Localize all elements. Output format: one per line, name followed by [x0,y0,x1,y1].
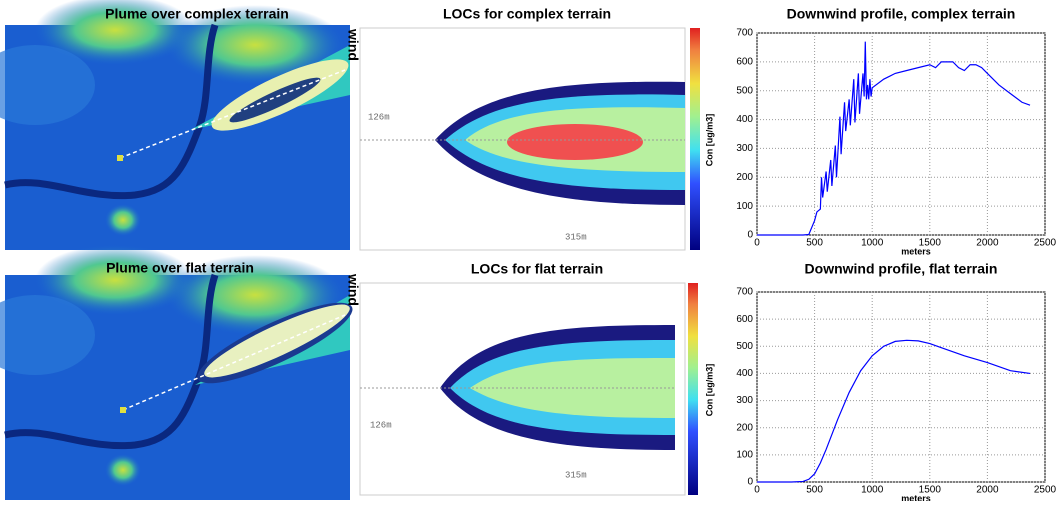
y-tick-label: 600 [736,314,753,325]
chart-title: Downwind profile, complex terrain [787,6,1016,22]
y-tick-label: 400 [736,368,753,379]
loc-plot [359,282,698,496]
annotation: 315m [565,470,587,480]
x-tick-label: 2500 [1034,485,1057,496]
x-tick-label: 2000 [976,485,999,496]
x-tick-label: 1500 [919,485,942,496]
panel-title: LOCs for flat terrain [471,261,603,277]
y-tick-label: 100 [736,449,753,460]
y-tick-label: 400 [736,114,753,125]
data-line [757,339,1031,483]
terrain-map [0,0,356,250]
y-tick-label: 300 [736,143,753,154]
data-line [757,41,1031,236]
annotation: 315m [565,232,587,242]
chart-title: Downwind profile, flat terrain [805,261,998,277]
y-tick-label: 200 [736,422,753,433]
y-tick-label: 500 [736,85,753,96]
wind-label: wind [345,273,361,306]
colorbar-label: Con [ug/m3] [704,364,714,417]
x-tick-label: 1000 [861,238,884,249]
loc-plot [359,27,700,251]
x-tick-label: 500 [806,485,823,496]
y-tick-label: 700 [736,287,753,298]
plot-area [756,291,1046,483]
annotation: 126m [370,420,392,430]
y-tick-label: 0 [747,230,753,241]
panel-title: Plume over complex terrain [105,6,289,22]
x-axis-label: meters [901,246,931,256]
x-tick-label: 500 [806,238,823,249]
y-tick-label: 200 [736,172,753,183]
y-tick-label: 100 [736,201,753,212]
x-tick-label: 0 [754,238,760,249]
x-tick-label: 0 [754,485,760,496]
y-tick-label: 500 [736,341,753,352]
x-tick-label: 2500 [1034,238,1057,249]
x-tick-label: 1000 [861,485,884,496]
y-tick-label: 700 [736,28,753,39]
panel-title: LOCs for complex terrain [443,6,611,22]
annotation: 126m [368,112,390,122]
plot-area [756,32,1046,236]
y-tick-label: 600 [736,56,753,67]
wind-label: wind [345,28,361,61]
x-tick-label: 1500 [919,238,942,249]
x-axis-label: meters [901,493,931,501]
y-tick-label: 0 [747,477,753,488]
y-tick-label: 300 [736,395,753,406]
panel-title: Plume over flat terrain [106,260,254,276]
terrain-map [0,245,360,500]
x-tick-label: 2000 [976,238,999,249]
colorbar-label: Con [ug/m3] [704,114,714,167]
